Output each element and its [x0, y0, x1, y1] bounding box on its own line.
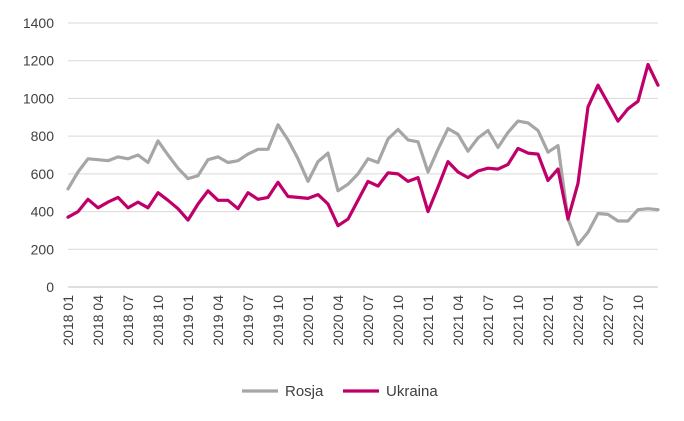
legend: Rosja Ukraina: [242, 383, 438, 400]
x-tick-label: 2019 10: [270, 295, 286, 346]
x-tick-label: 2020 04: [330, 295, 346, 346]
x-tick-label: 2021 04: [450, 295, 466, 346]
x-tick-label: 2020 07: [360, 295, 376, 346]
x-tick-label: 2018 07: [120, 295, 136, 346]
legend-label-ukraina: Ukraina: [386, 383, 438, 400]
x-tick-label: 2021 01: [420, 295, 436, 346]
x-tick-label: 2021 10: [510, 295, 526, 346]
x-tick-label: 2021 07: [480, 295, 496, 346]
y-tick-label: 800: [31, 128, 55, 144]
x-tick-label: 2018 04: [90, 295, 106, 346]
series-lines: [66, 62, 660, 247]
x-tick-label: 2022 07: [600, 295, 616, 346]
y-tick-label: 400: [31, 204, 55, 220]
y-tick-label: 1400: [23, 15, 54, 31]
x-axis-tick-labels: 2018 01 2018 04 2018 07 2018 10 2019 01 2019 …: [60, 295, 646, 346]
y-tick-label: 1200: [23, 53, 54, 69]
gridlines: [68, 22, 658, 250]
x-tick-label: 2020 10: [390, 295, 406, 346]
y-tick-label: 600: [31, 166, 55, 182]
x-tick-label: 2018 01: [60, 295, 76, 346]
x-tick-label: 2022 04: [570, 295, 586, 346]
x-tick-label: 2022 10: [630, 295, 646, 346]
legend-label-rosja: Rosja: [285, 383, 324, 400]
series-line-rosja: [66, 119, 660, 247]
x-tick-label: 2019 07: [240, 295, 256, 346]
y-tick-label: 200: [31, 241, 55, 257]
y-tick-label: 0: [46, 279, 54, 295]
x-tick-label: 2018 10: [150, 295, 166, 346]
x-tick-label: 2019 01: [180, 295, 196, 346]
series-line-ukraina: [66, 62, 660, 228]
y-tick-label: 1000: [23, 90, 54, 106]
y-axis-tick-labels: 0 200 400 600 800 1000 1200 1400: [23, 15, 54, 295]
x-tick-label: 2019 04: [210, 295, 226, 346]
x-tick-label: 2022 01: [540, 295, 556, 346]
x-tick-label: 2020 01: [300, 295, 316, 346]
